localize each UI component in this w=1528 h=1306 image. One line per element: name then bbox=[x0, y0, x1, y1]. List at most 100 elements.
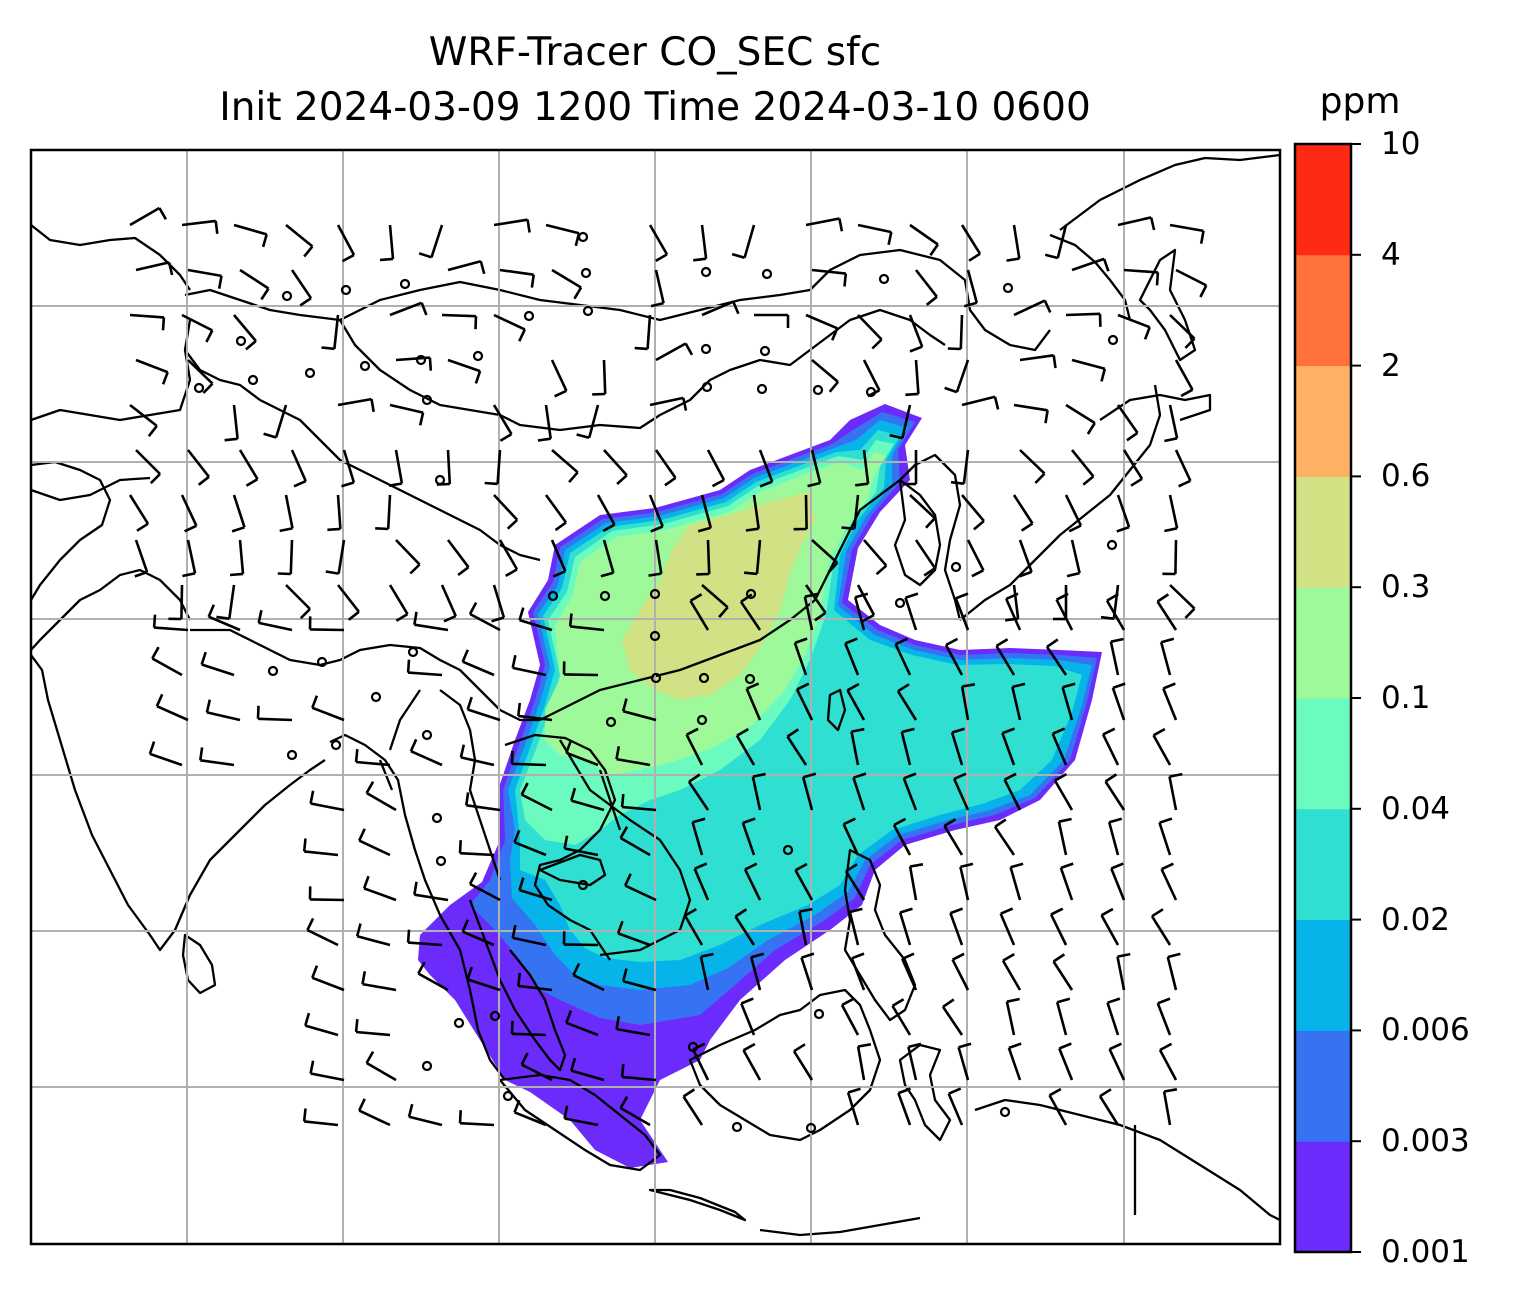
wind-barb-feather bbox=[901, 727, 915, 734]
wind-barb bbox=[1070, 539, 1081, 574]
wind-barb-feather bbox=[750, 952, 765, 959]
wind-barb bbox=[180, 494, 198, 527]
colorbar-tick-label: 0.02 bbox=[1381, 901, 1451, 938]
wind-barb-feather bbox=[1110, 862, 1124, 870]
wind-barb bbox=[1048, 1094, 1068, 1126]
wind-barb-feather bbox=[745, 527, 759, 532]
wind-barb bbox=[957, 1046, 970, 1081]
wind-barb-feather bbox=[740, 593, 753, 603]
wind-barb bbox=[572, 973, 605, 992]
wind-barb-feather bbox=[1018, 570, 1033, 578]
wind-barb bbox=[551, 268, 582, 289]
wind-barb-feather bbox=[361, 971, 367, 985]
wind-barb bbox=[290, 269, 313, 299]
wind-barb-feather bbox=[1006, 997, 1020, 1003]
wind-calm-marker bbox=[805, 1122, 817, 1134]
wind-barb bbox=[521, 1063, 553, 1082]
map-title: WRF-Tracer CO_SEC sfc bbox=[428, 30, 882, 75]
wind-barb-feather bbox=[370, 398, 375, 413]
wind-calm-marker bbox=[745, 588, 757, 600]
wind-barb bbox=[1107, 821, 1120, 856]
wind-barb bbox=[129, 403, 158, 427]
wind-barb-feather bbox=[306, 917, 315, 931]
wind-barb bbox=[755, 539, 762, 575]
plume-band-0.3 bbox=[622, 492, 815, 700]
wind-barb-feather bbox=[684, 342, 694, 356]
wind-barb-feather bbox=[648, 572, 662, 577]
wind-calm-marker bbox=[435, 855, 447, 867]
wind-barb-feather bbox=[277, 572, 291, 576]
wind-barb bbox=[232, 404, 239, 439]
wind-barb-feather bbox=[1062, 682, 1076, 689]
wind-barb-feather bbox=[347, 610, 360, 621]
wind-barb-feather bbox=[1043, 300, 1052, 313]
wind-barb-feather bbox=[1156, 593, 1170, 603]
wind-barb-feather bbox=[161, 371, 169, 385]
wind-barb-feather bbox=[897, 1087, 912, 1095]
wind-barb-feather bbox=[563, 835, 569, 849]
wind-calm-marker bbox=[340, 284, 352, 296]
wind-barb-feather bbox=[511, 924, 517, 939]
wind-barb bbox=[752, 494, 760, 529]
wind-barb-feather bbox=[458, 840, 462, 854]
wind-barb-feather bbox=[684, 907, 697, 917]
wind-barb bbox=[960, 686, 970, 721]
wind-barb-feather bbox=[1151, 908, 1164, 918]
wind-barb-feather bbox=[510, 750, 514, 764]
wind-barb-feather bbox=[484, 481, 498, 486]
wind-barb bbox=[462, 930, 495, 947]
wind-barb bbox=[793, 642, 808, 676]
wind-barb bbox=[565, 1021, 599, 1037]
wind-barb bbox=[682, 1095, 704, 1126]
wind-barb bbox=[901, 958, 918, 991]
wind-barb bbox=[274, 404, 288, 438]
wind-barb-feather bbox=[692, 817, 706, 824]
wind-barb-feather bbox=[217, 275, 223, 289]
wind-barb-feather bbox=[388, 482, 403, 487]
colorbar-tick-label: 0.04 bbox=[1381, 790, 1451, 827]
wind-barb-feather bbox=[554, 521, 567, 532]
wind-barb-feather bbox=[568, 471, 579, 483]
colorbar-tick-label: 0.3 bbox=[1381, 569, 1431, 606]
wind-barb bbox=[135, 358, 169, 374]
wind-barb-feather bbox=[468, 871, 478, 885]
wind-barb-feather bbox=[838, 218, 844, 232]
wind-barb bbox=[795, 688, 814, 721]
wind-barb-feather bbox=[794, 637, 808, 645]
wind-barb-feather bbox=[697, 526, 712, 533]
wind-barb-feather bbox=[1107, 997, 1121, 1004]
wind-barb-feather bbox=[1126, 431, 1139, 442]
wind-barb-feather bbox=[1012, 682, 1026, 689]
wind-calm-marker bbox=[359, 360, 371, 372]
wind-calm-marker bbox=[247, 374, 259, 386]
wind-barb bbox=[1059, 867, 1074, 901]
wind-barb-feather bbox=[843, 817, 856, 826]
wind-barb-feather bbox=[746, 682, 760, 690]
wind-barb bbox=[792, 1050, 814, 1081]
wind-barb bbox=[1156, 600, 1178, 631]
wind-barb bbox=[1169, 223, 1204, 233]
wind-calm-marker bbox=[759, 345, 771, 357]
wind-barb-feather bbox=[744, 862, 758, 871]
wind-barb bbox=[430, 224, 444, 258]
wind-barb-feather bbox=[202, 382, 214, 394]
wind-barb-feather bbox=[1163, 1088, 1178, 1093]
wind-barb-feather bbox=[413, 881, 418, 895]
wind-barb-feather bbox=[200, 651, 207, 665]
wind-barb-feather bbox=[1116, 525, 1130, 533]
wind-barb bbox=[909, 223, 939, 246]
wind-barb-feather bbox=[841, 997, 855, 1007]
wind-barb-feather bbox=[843, 273, 848, 287]
wind-barb-feather bbox=[692, 1042, 706, 1051]
wind-barb bbox=[739, 601, 762, 631]
wind-barb bbox=[914, 539, 937, 569]
wind-barb bbox=[310, 1072, 345, 1082]
colorbar-band bbox=[1295, 1030, 1351, 1142]
wind-calm-marker bbox=[286, 749, 298, 761]
wind-barb bbox=[447, 259, 482, 272]
wind-barb-feather bbox=[801, 952, 815, 959]
wind-barb-feather bbox=[491, 616, 505, 623]
wind-barb bbox=[701, 300, 734, 317]
wind-barb-feather bbox=[167, 262, 174, 276]
wind-barb bbox=[846, 689, 866, 721]
